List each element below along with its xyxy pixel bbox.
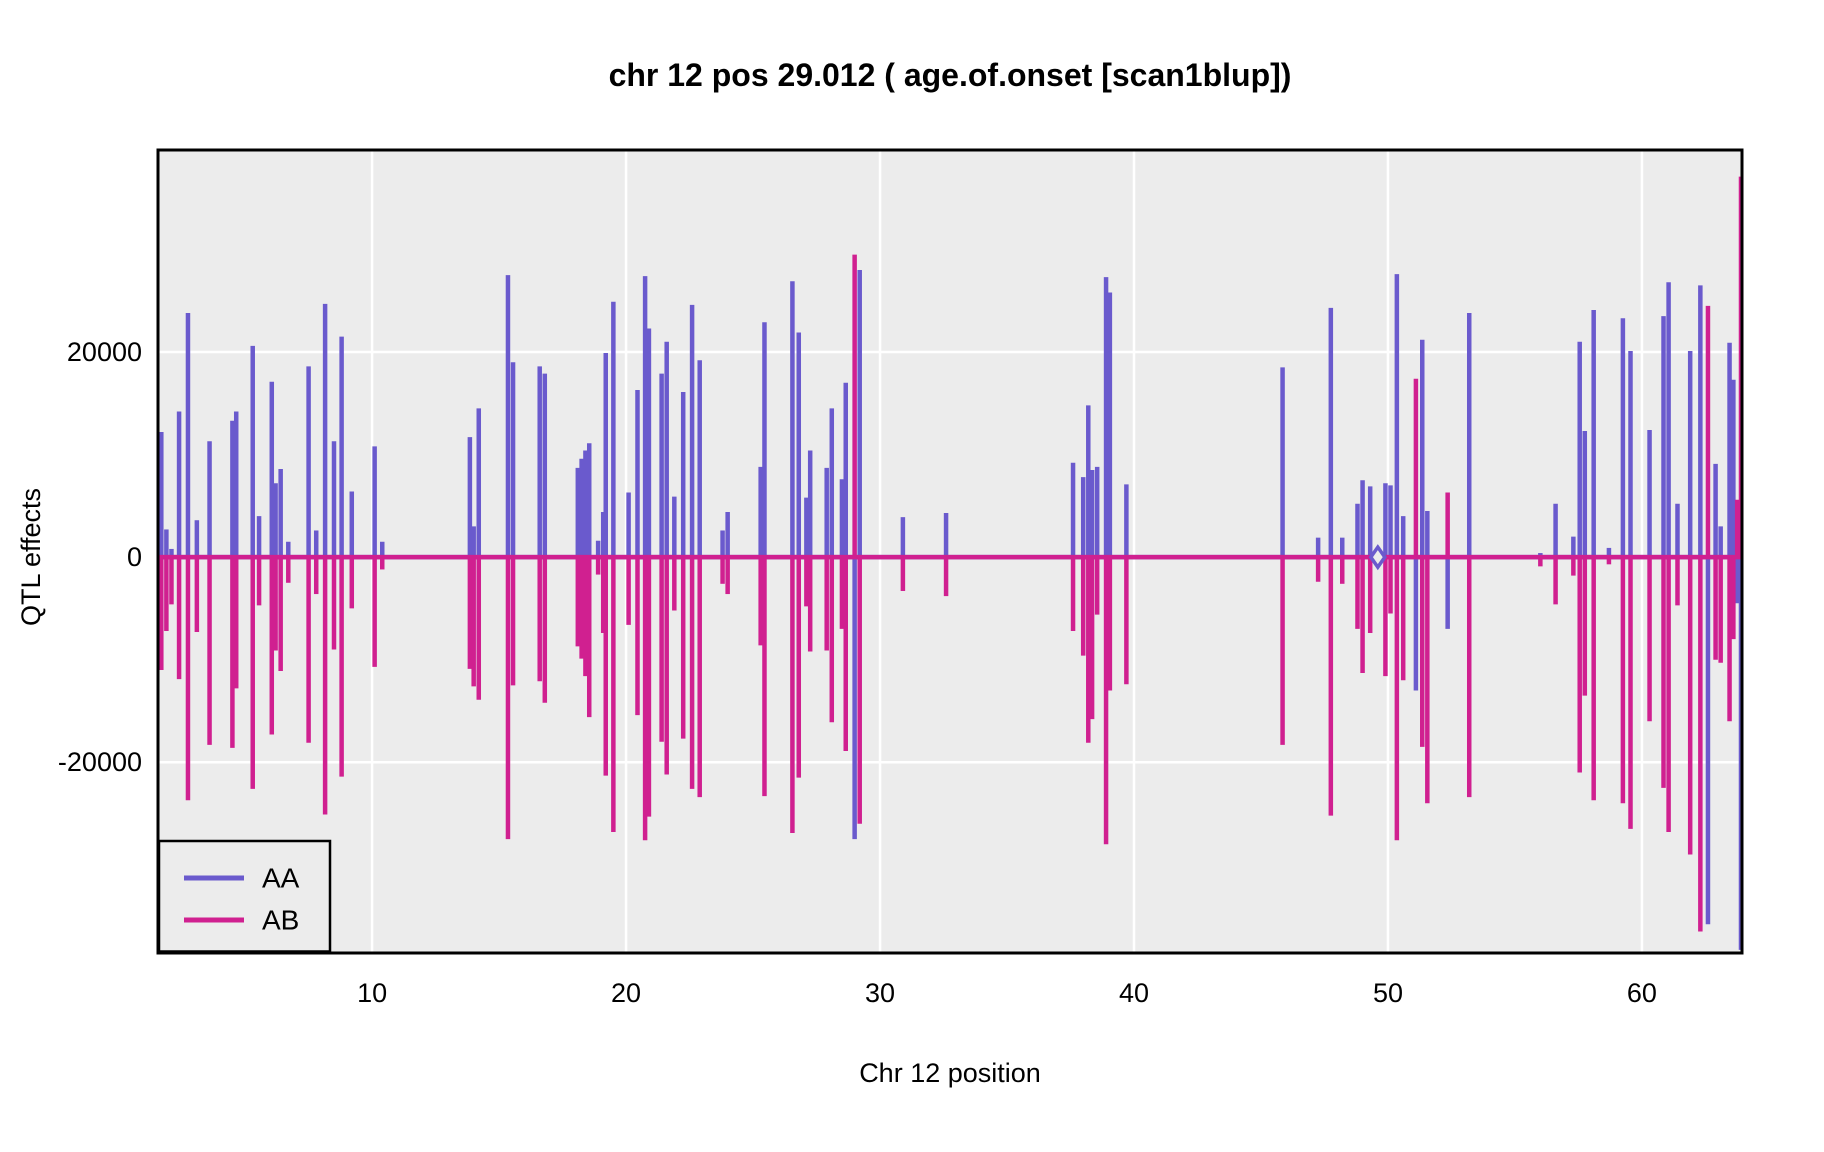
series-spikes xyxy=(158,176,1744,950)
x-tick-label: 40 xyxy=(1119,978,1149,1008)
x-tick-label: 50 xyxy=(1373,978,1403,1008)
legend-box xyxy=(157,839,332,953)
series-aa xyxy=(158,269,1744,950)
legend-label-aa: AA xyxy=(262,863,300,894)
diamond-icon xyxy=(1368,544,1387,571)
plot-panel xyxy=(158,150,1742,953)
y-tick-label: -20000 xyxy=(58,747,142,777)
y-axis-title: QTL effects xyxy=(16,488,46,626)
x-tick-label: 10 xyxy=(357,978,387,1008)
series-ab xyxy=(158,176,1744,932)
highlight-diamond-marker xyxy=(1368,544,1387,571)
x-tick-label: 60 xyxy=(1627,978,1657,1008)
legend-label-ab: AB xyxy=(262,905,299,936)
gridlines xyxy=(158,150,1742,953)
x-tick-label: 30 xyxy=(865,978,895,1008)
chart-title: chr 12 pos 29.012 ( age.of.onset [scan1b… xyxy=(609,57,1292,93)
x-axis-title: Chr 12 position xyxy=(859,1058,1041,1088)
y-tick-label: 0 xyxy=(127,542,142,572)
plot-border xyxy=(156,148,1744,955)
axis-tick-labels: -20000 0 20000 10 20 30 40 50 60 xyxy=(58,337,1657,1008)
legend: AA AB xyxy=(157,839,332,953)
y-tick-label: 20000 xyxy=(67,337,142,367)
x-tick-label: 20 xyxy=(611,978,641,1008)
